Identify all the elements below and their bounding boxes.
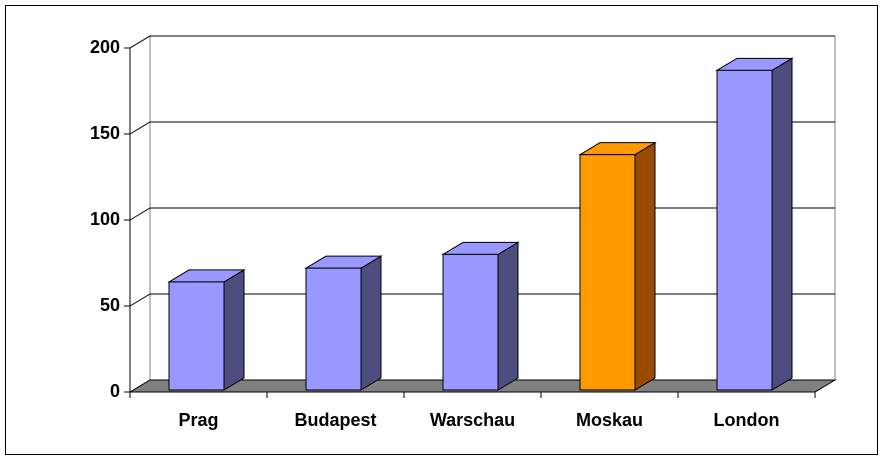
y-tick-label: 100 [90, 209, 120, 229]
bar-side [771, 57, 793, 391]
y-tick-label: 200 [90, 37, 120, 57]
bar [168, 281, 225, 391]
bar-side [223, 269, 245, 391]
bar [305, 267, 362, 391]
x-tick-label: Warschau [430, 410, 515, 430]
bar [716, 69, 773, 391]
x-tick-label: Budapest [294, 410, 376, 430]
bar [579, 154, 636, 391]
grid-line [129, 121, 835, 135]
bar-side [360, 255, 382, 391]
grid-line [129, 35, 835, 49]
x-tick-label: Prag [178, 410, 218, 430]
bar-side [634, 141, 656, 391]
y-tick-label: 50 [100, 295, 120, 315]
x-tick-label: London [714, 410, 780, 430]
x-tick-label: Moskau [576, 410, 643, 430]
y-tick-label: 150 [90, 123, 120, 143]
bar-side [497, 241, 519, 391]
y-tick-label: 0 [110, 381, 120, 401]
bar [442, 253, 499, 391]
